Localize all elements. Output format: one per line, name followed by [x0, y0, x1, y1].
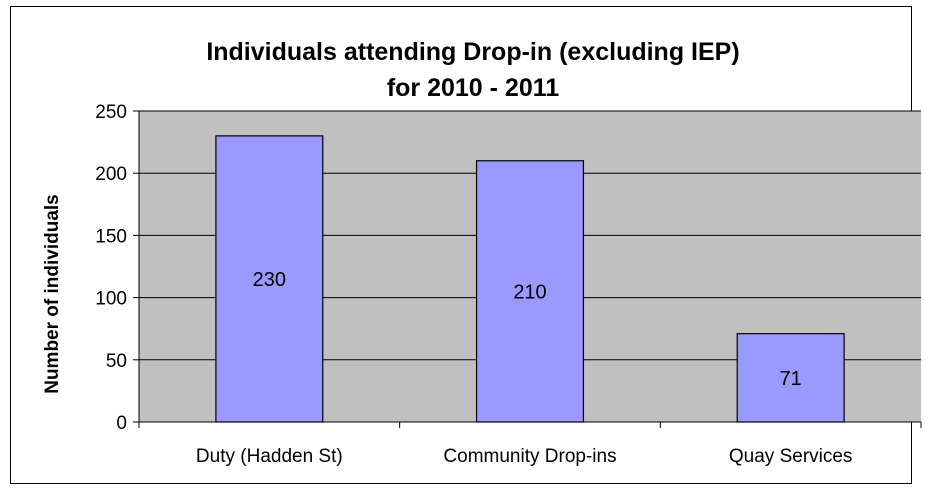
data-label: 230: [253, 269, 286, 291]
bars: [215, 135, 845, 423]
y-tick-label: 100: [95, 289, 127, 310]
x-category-label: Quay Services: [729, 446, 853, 467]
chart-title: Individuals attending Drop-in (excluding…: [206, 38, 739, 102]
y-axis-label: Number of individuals: [42, 194, 63, 394]
y-tick-label: 200: [95, 164, 127, 185]
data-label: 71: [780, 368, 802, 390]
chart-title-line-1: Individuals attending Drop-in (excluding…: [206, 38, 739, 66]
x-category-label: Community Drop-ins: [443, 446, 616, 467]
chart-title-line-2: for 2010 - 2011: [387, 74, 559, 102]
y-tick-labels: 0 50 100 150 200 250: [95, 102, 127, 434]
x-category-label: Duty (Hadden St): [196, 446, 343, 467]
data-labels: 230 210 71: [253, 269, 802, 390]
y-tick-label: 0: [116, 413, 127, 434]
bar: [475, 160, 585, 423]
y-tick-label: 50: [106, 351, 127, 372]
bar: [736, 333, 845, 423]
axes: [133, 110, 922, 428]
data-label: 210: [513, 281, 546, 303]
y-tick-label: 150: [95, 226, 127, 247]
bar: [215, 135, 324, 423]
y-tick-label: 250: [95, 102, 127, 123]
x-category-labels: Duty (Hadden St) Community Drop-ins Quay S…: [196, 446, 853, 467]
